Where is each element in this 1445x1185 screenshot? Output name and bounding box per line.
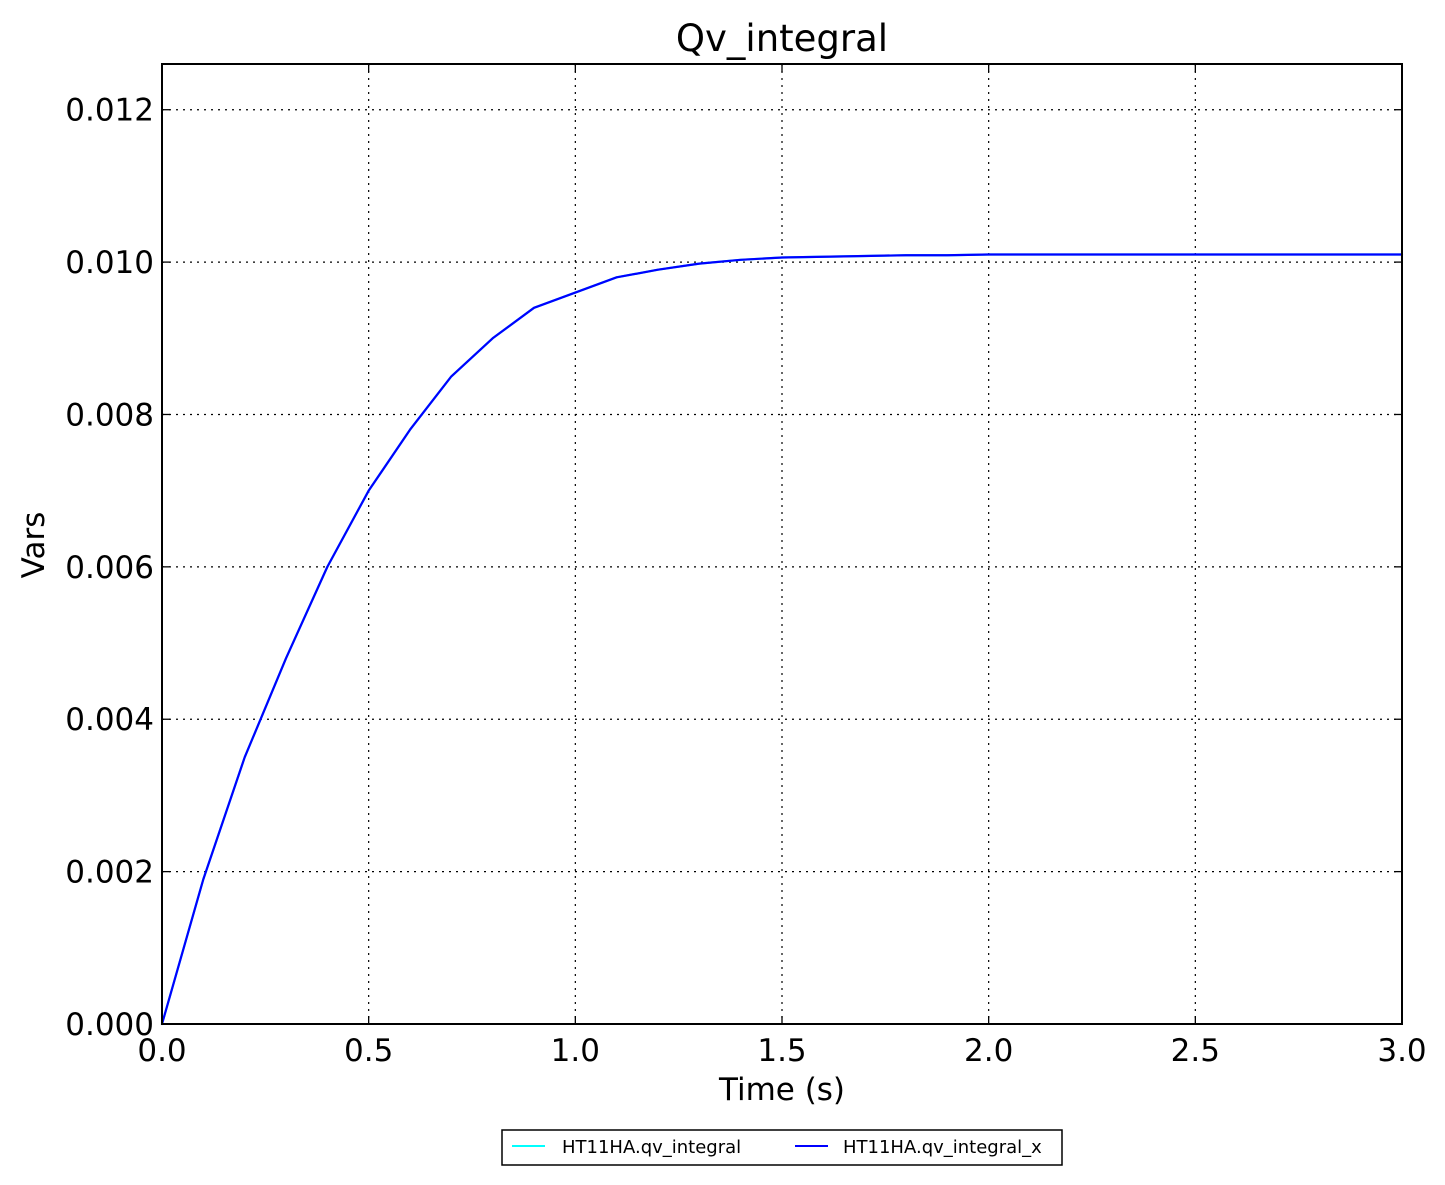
series-layer	[160, 253, 1404, 1026]
legend-frame	[501, 1129, 1063, 1166]
y-tick-label: 0.010	[65, 245, 154, 281]
grid	[162, 64, 1402, 1024]
legend-label-qv-integral: HT11HA.qv_integral	[562, 1137, 741, 1158]
x-tick-label: 1.0	[551, 1033, 600, 1069]
x-tick-label: 1.5	[757, 1033, 806, 1069]
plot-area-frame	[161, 63, 1403, 1025]
x-axis-label: Time (s)	[718, 1072, 845, 1108]
y-tick-label: 0.006	[65, 550, 154, 586]
x-tick-label: 0.5	[344, 1033, 393, 1069]
y-axis-label: Vars	[16, 512, 52, 579]
x-tick-label: 0.0	[137, 1033, 186, 1069]
legend: HT11HA.qv_integral HT11HA.qv_integral_x	[501, 1129, 1063, 1166]
x-tick-label: 3.0	[1377, 1033, 1426, 1069]
y-tick-label: 0.012	[65, 93, 154, 129]
axis-ticks: 0.0 0.5 1.0 1.5 2.0 2.5 3.0 0.000 0.002 0.004 0.00…	[65, 64, 1427, 1069]
chart-title: Qv_integral	[676, 17, 888, 60]
y-tick-label: 0.002	[65, 855, 154, 891]
x-tick-label: 2.0	[964, 1033, 1013, 1069]
y-tick-label: 0.000	[65, 1007, 154, 1043]
y-tick-label: 0.004	[65, 702, 154, 738]
legend-label-qv-integral-x: HT11HA.qv_integral_x	[843, 1137, 1042, 1158]
x-tick-label: 2.5	[1171, 1033, 1220, 1069]
series-line-1	[160, 253, 1404, 1026]
y-tick-label: 0.008	[65, 397, 154, 433]
